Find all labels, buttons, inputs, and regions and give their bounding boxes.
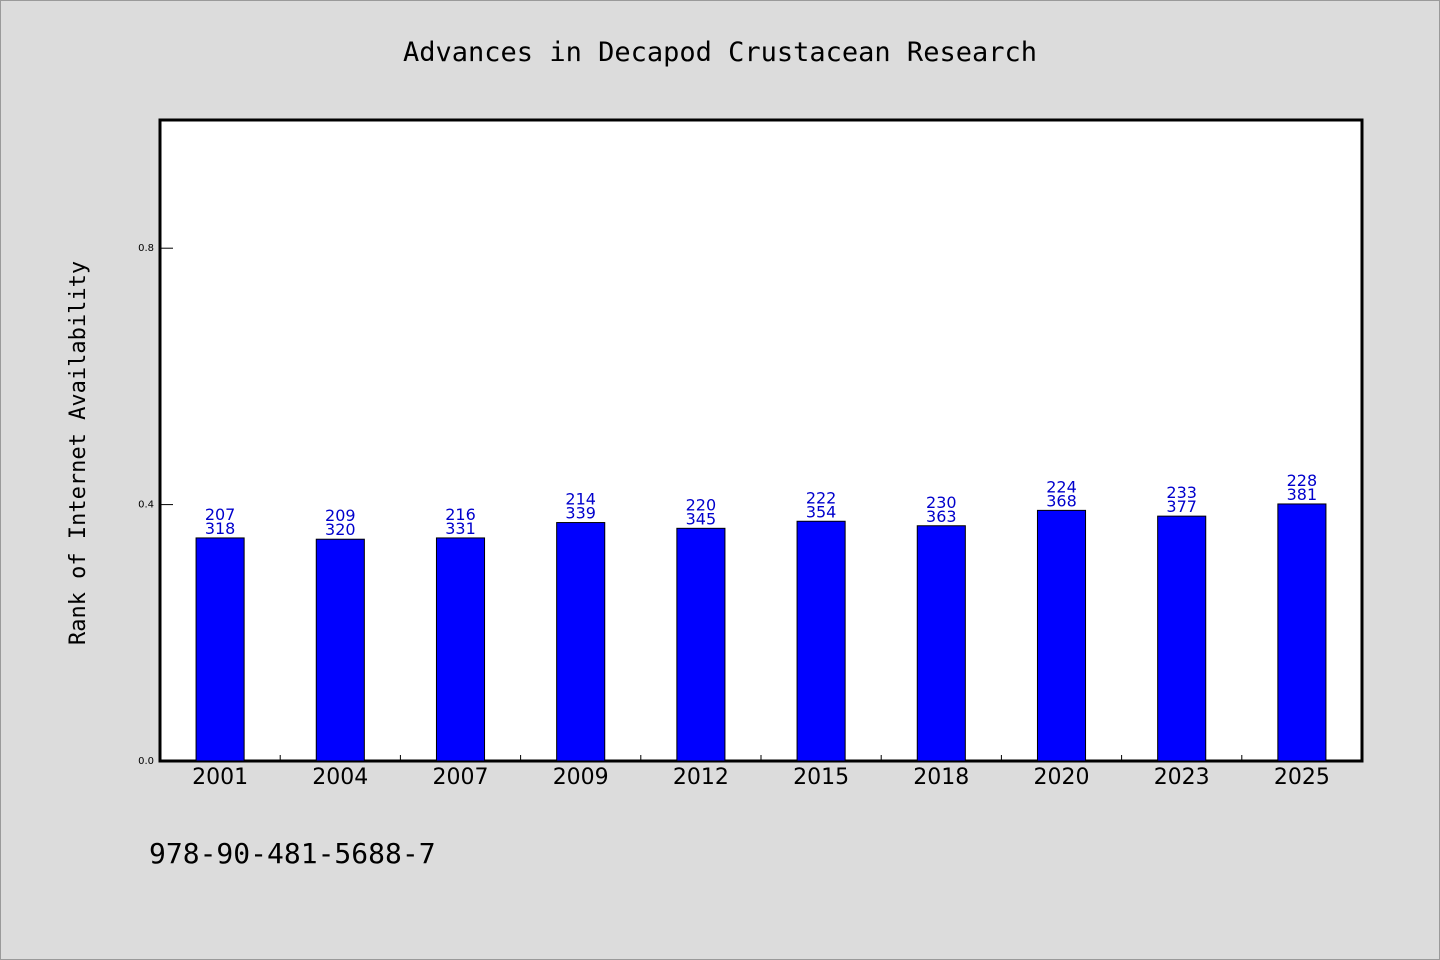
data-label-bottom-2025: 381 xyxy=(1287,485,1318,504)
bar-series xyxy=(195,503,1327,762)
bar-2023 xyxy=(1157,515,1207,762)
data-label-bottom-2020: 368 xyxy=(1046,491,1077,510)
chart-title: Advances in Decapod Crustacean Research xyxy=(403,37,1037,68)
y-tick-label: 0.0 xyxy=(138,756,154,767)
x-tick-label-2018: 2018 xyxy=(913,765,969,790)
y-axis-ticks: 0.0 0.4 0.8 xyxy=(138,243,173,767)
data-label-top-2023: 233 xyxy=(1166,483,1197,502)
bar-2018 xyxy=(916,525,966,762)
data-label-bottom-2023: 377 xyxy=(1166,497,1197,516)
data-label-top-2018: 230 xyxy=(926,493,957,512)
data-label-bottom-2007: 331 xyxy=(445,519,476,538)
data-label-top-2004: 209 xyxy=(325,506,356,525)
y-tick-label: 0.8 xyxy=(138,243,154,254)
bar-2012 xyxy=(676,527,726,762)
x-axis-tick-labels: 2001 2004 2007 2009 2012 2015 2018 2020 2023 2025 xyxy=(192,765,1330,790)
x-tick-label-2007: 2007 xyxy=(433,765,489,790)
x-tick-label-2004: 2004 xyxy=(312,765,368,790)
x-tick-label-2001: 2001 xyxy=(192,765,248,790)
y-axis-label: Rank of Internet Availability xyxy=(66,261,91,645)
x-tick-label-2012: 2012 xyxy=(673,765,729,790)
x-tick-label-2025: 2025 xyxy=(1274,765,1330,790)
y-tick-label: 0.4 xyxy=(138,500,154,511)
data-label-bottom-2001: 318 xyxy=(205,519,236,538)
x-tick-label-2009: 2009 xyxy=(553,765,609,790)
data-label-bottom-2018: 363 xyxy=(926,507,957,526)
data-label-top-2015: 222 xyxy=(806,488,837,507)
data-label-bottom-2004: 320 xyxy=(325,520,356,539)
data-label-bottom-2015: 354 xyxy=(806,502,837,521)
bar-2009 xyxy=(556,522,606,762)
bar-2015 xyxy=(796,520,846,762)
data-label-bottom-2012: 345 xyxy=(686,509,717,528)
bar-2025 xyxy=(1277,503,1327,762)
data-label-top-2012: 220 xyxy=(686,495,717,514)
x-axis-ticks xyxy=(279,755,1243,761)
data-label-top-2009: 214 xyxy=(565,490,596,509)
bar-2020 xyxy=(1036,509,1087,762)
x-tick-label-2015: 2015 xyxy=(793,765,849,790)
data-label-top-2025: 228 xyxy=(1287,471,1318,490)
data-label-bottom-2009: 339 xyxy=(565,504,596,523)
data-label-top-2020: 224 xyxy=(1046,477,1077,496)
data-label-top-2001: 207 xyxy=(205,505,236,524)
bar-2004 xyxy=(315,538,365,762)
bar-2001 xyxy=(195,537,245,762)
bar-2007 xyxy=(435,537,486,762)
x-tick-label-2023: 2023 xyxy=(1154,765,1210,790)
x-tick-label-2020: 2020 xyxy=(1034,765,1090,790)
isbn-footer: 978-90-481-5688-7 xyxy=(149,837,436,870)
data-label-top-2007: 216 xyxy=(445,505,476,524)
